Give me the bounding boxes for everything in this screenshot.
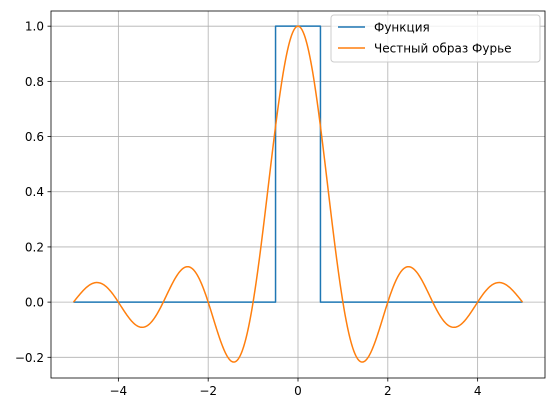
x-tick-label: −4 [110, 384, 128, 398]
legend-label: Функция [374, 21, 430, 35]
series-line-1 [72, 25, 524, 363]
legend-box [330, 14, 541, 63]
y-tick-label: 0.2 [25, 240, 44, 254]
x-tick-label: 0 [294, 384, 302, 398]
y-tick-label: 0.8 [25, 75, 44, 89]
ticks: −4 −2 0 2 4 −0.2 0.0 0.2 0.4 0.6 0.8 1.0 [15, 20, 482, 398]
x-tick-label: −2 [199, 384, 217, 398]
y-tick-label: 0.0 [25, 296, 44, 310]
legend: Функция Честный образ Фурье [330, 14, 541, 63]
series-layer [72, 25, 524, 363]
legend-label: Честный образ Фурье [374, 42, 512, 56]
x-tick-label: 4 [474, 384, 482, 398]
y-tick-label: −0.2 [15, 351, 44, 365]
y-tick-label: 0.4 [25, 185, 44, 199]
grid [51, 11, 545, 378]
x-tick-label: 2 [384, 384, 392, 398]
y-tick-label: 1.0 [25, 20, 44, 34]
y-tick-label: 0.6 [25, 130, 44, 144]
